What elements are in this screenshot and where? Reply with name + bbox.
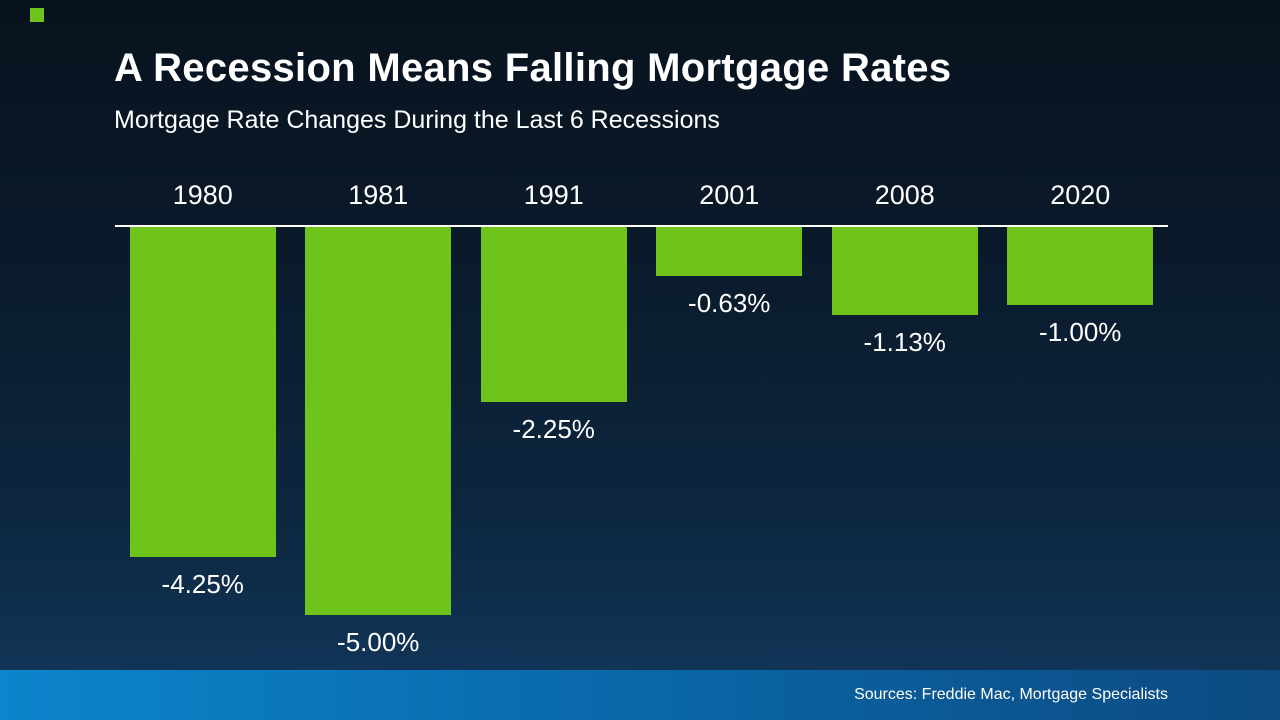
year-label-2008: 2008 (874, 180, 935, 210)
bar-column-2008: -1.13% (817, 227, 993, 658)
year-label-2020: 2020 (1050, 180, 1111, 210)
bar-value-label-1981: -5.00% (337, 627, 420, 657)
bar-value-label-2001: -0.63% (688, 288, 771, 318)
bars-row: -4.25% -5.00% -2.25% -0.63% -1.13% -1.00% (115, 227, 1168, 658)
mortgage-rate-bar-chart: 1980 1981 1991 2001 2008 2020 -4.25% -5.00% -2.… (115, 180, 1168, 658)
bar-2008 (831, 227, 978, 315)
year-labels-row: 1980 1981 1991 2001 2008 2020 (115, 180, 1168, 225)
brand-accent-square (30, 8, 44, 22)
bar-value-label-2008: -1.13% (863, 327, 946, 357)
bar-1981 (305, 227, 452, 615)
bar-1991 (480, 227, 627, 402)
page-subtitle: Mortgage Rate Changes During the Last 6 … (114, 106, 720, 134)
bar-column-2020: -1.00% (993, 227, 1169, 658)
year-label-1980: 1980 (172, 180, 233, 210)
bar-column-1981: -5.00% (291, 227, 467, 658)
chart-baseline (115, 225, 1168, 227)
bar-2020 (1007, 227, 1154, 305)
bar-value-label-2020: -1.00% (1039, 317, 1122, 347)
bar-column-2001: -0.63% (642, 227, 818, 658)
bar-2001 (656, 227, 803, 276)
page-title: A Recession Means Falling Mortgage Rates (114, 46, 952, 90)
footer-bar: Sources: Freddie Mac, Mortgage Specialis… (0, 670, 1280, 720)
bar-column-1980: -4.25% (115, 227, 291, 658)
source-attribution: Sources: Freddie Mac, Mortgage Specialis… (854, 686, 1168, 703)
bar-column-1991: -2.25% (466, 227, 642, 658)
bar-1980 (129, 227, 276, 557)
bar-value-label-1980: -4.25% (161, 569, 244, 599)
bar-value-label-1991: -2.25% (512, 414, 595, 444)
year-label-1981: 1981 (348, 180, 409, 210)
year-label-2001: 2001 (699, 180, 760, 210)
year-label-1991: 1991 (523, 180, 584, 210)
